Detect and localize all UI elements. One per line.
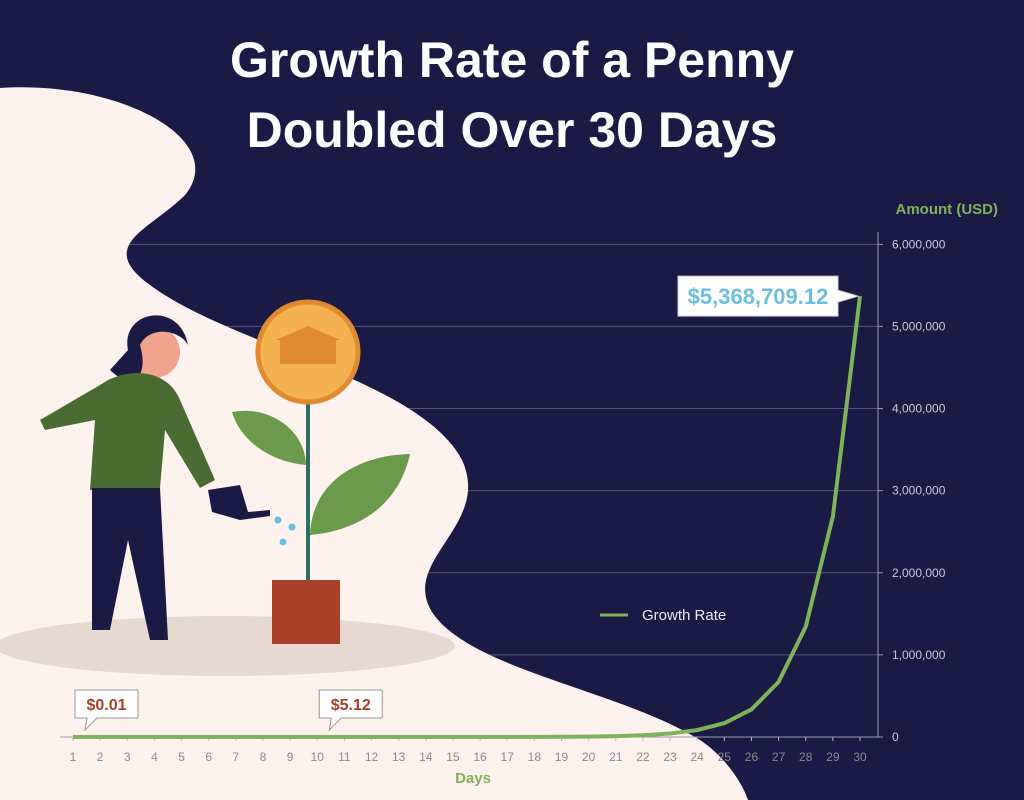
drop bbox=[288, 523, 296, 531]
x-tick-label: 23 bbox=[663, 750, 677, 764]
label-box bbox=[677, 275, 860, 317]
x-tick-label: 2 bbox=[97, 750, 104, 764]
drop bbox=[274, 516, 282, 524]
body bbox=[40, 372, 215, 490]
x-tick-label: 6 bbox=[205, 750, 212, 764]
x-tick-label: 7 bbox=[232, 750, 239, 764]
drop bbox=[279, 538, 287, 546]
y-tick-label: 3,000,000 bbox=[892, 484, 946, 498]
x-tick-label: 24 bbox=[690, 750, 704, 764]
x-tick-label: 1 bbox=[70, 750, 77, 764]
x-tick-label: 12 bbox=[365, 750, 379, 764]
x-tick-label: 14 bbox=[419, 750, 433, 764]
illustration bbox=[40, 299, 410, 644]
x-tick-label: 17 bbox=[501, 750, 515, 764]
x-tick-label: 21 bbox=[609, 750, 623, 764]
x-tick-label: 4 bbox=[151, 750, 158, 764]
data-label: $5,368,709.12 bbox=[688, 284, 829, 309]
x-tick-label: 8 bbox=[260, 750, 267, 764]
y-tick-label: 4,000,000 bbox=[892, 402, 946, 416]
leaf bbox=[232, 410, 306, 465]
penny-building bbox=[280, 338, 336, 364]
hair bbox=[110, 315, 188, 381]
x-tick-label: 25 bbox=[718, 750, 732, 764]
x-tick-label: 13 bbox=[392, 750, 406, 764]
chart-title: Growth Rate of a Penny bbox=[230, 32, 794, 88]
x-tick-label: 11 bbox=[338, 750, 351, 764]
x-tick-label: 20 bbox=[582, 750, 596, 764]
pot bbox=[272, 580, 340, 644]
x-tick-label: 3 bbox=[124, 750, 131, 764]
label-box bbox=[318, 689, 383, 732]
x-tick-label: 19 bbox=[555, 750, 569, 764]
x-tick-label: 27 bbox=[772, 750, 786, 764]
x-axis-label: Days bbox=[455, 770, 491, 787]
legend-label: Growth Rate bbox=[642, 607, 726, 624]
y-tick-label: 1,000,000 bbox=[892, 648, 946, 662]
y-tick-label: 6,000,000 bbox=[892, 237, 946, 251]
legs bbox=[92, 488, 168, 640]
x-tick-label: 18 bbox=[528, 750, 542, 764]
x-tick-label: 10 bbox=[311, 750, 325, 764]
x-tick-label: 9 bbox=[287, 750, 294, 764]
data-label: $5.12 bbox=[331, 697, 371, 714]
x-tick-label: 28 bbox=[799, 750, 813, 764]
x-tick-label: 15 bbox=[446, 750, 460, 764]
leaf bbox=[310, 454, 410, 535]
ground bbox=[0, 616, 455, 676]
data-label: $0.01 bbox=[86, 697, 126, 714]
x-tick-label: 22 bbox=[636, 750, 650, 764]
penny-roof bbox=[276, 326, 340, 340]
y-tick-label: 2,000,000 bbox=[892, 566, 946, 580]
x-tick-label: 29 bbox=[826, 750, 840, 764]
x-tick-label: 30 bbox=[853, 750, 867, 764]
y-tick-label: 0 bbox=[892, 730, 899, 744]
plot: 0 1,000,000 2,000,000 3,000,000 4,000,000 5,0… bbox=[60, 232, 946, 764]
y-tick-label: 5,000,000 bbox=[892, 319, 946, 333]
watering-can bbox=[208, 485, 270, 520]
x-tick-label: 5 bbox=[178, 750, 185, 764]
x-tick-label: 26 bbox=[745, 750, 759, 764]
chart-title: Doubled Over 30 Days bbox=[247, 102, 778, 158]
label-box bbox=[74, 689, 139, 732]
series-line bbox=[73, 295, 862, 739]
x-tick-label: 16 bbox=[473, 750, 487, 764]
y-axis-label: Amount (USD) bbox=[896, 201, 998, 218]
